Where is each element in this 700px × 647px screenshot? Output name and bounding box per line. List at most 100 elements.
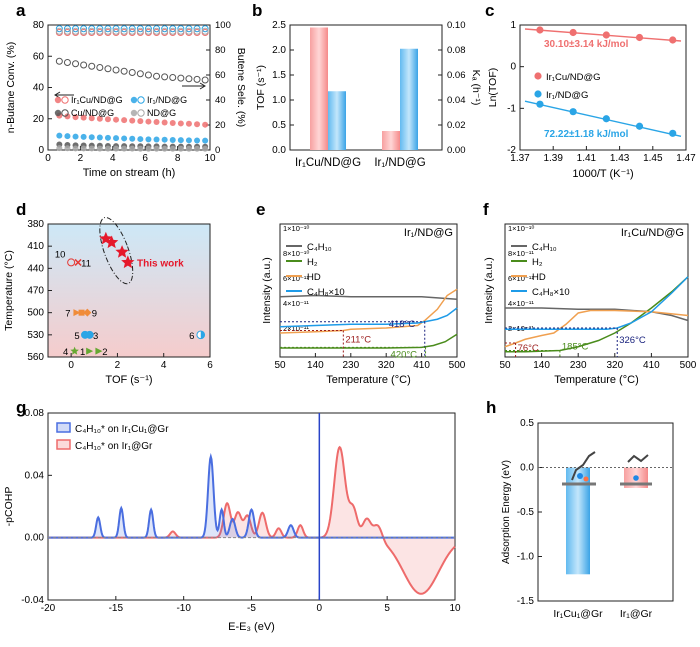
y-tick-label: 60	[215, 70, 226, 81]
selectivity-point	[185, 75, 193, 83]
y-tick-label: -2	[507, 145, 516, 156]
panel-f: 50 140 230 320 410 5002×10⁻¹¹4×10⁻¹¹6×10⁻¹¹8×…	[483, 223, 697, 386]
x-tick-label: 230	[570, 360, 587, 371]
y-tick-label: 40	[33, 83, 45, 94]
x-tick-label: 0	[317, 603, 323, 614]
selectivity-point	[128, 69, 136, 76]
category-label: Ir₁@Gr	[620, 608, 653, 620]
conversion-point	[96, 145, 103, 152]
selectivity-point	[153, 27, 161, 35]
selectivity-point	[136, 70, 144, 78]
conversion-point	[64, 113, 71, 120]
axis-label: n-Butane Conv. (%)	[5, 42, 17, 133]
reference-point	[78, 309, 85, 316]
legend-label: Ir₁Cu/ND@G	[546, 72, 601, 83]
tof-bar	[382, 131, 400, 150]
conversion-point	[121, 135, 128, 142]
x-tick-label: 1.41	[577, 153, 597, 164]
reference-point	[70, 346, 79, 355]
y-tick-label: 530	[27, 330, 44, 341]
y-tick-label: 2.5	[272, 20, 286, 31]
x-tick-label: -20	[41, 603, 56, 614]
y-tick-label: 100	[215, 20, 231, 31]
selectivity-point	[112, 25, 120, 33]
conversion-point	[202, 137, 209, 144]
x-tick-label: 4	[110, 153, 116, 164]
conversion-point	[88, 145, 95, 152]
conversion-point	[96, 115, 103, 122]
plot-frame	[47, 24, 211, 151]
panel-h: -1.5 -1.0 -0.5 0.0 0.5 Ir₁Cu₁@Gr Ir₁@Gr Adsorpt…	[501, 418, 674, 620]
reference-label: 5	[74, 331, 79, 342]
conversion-point	[137, 118, 144, 125]
y-tick-label: 6×10⁻¹¹	[508, 274, 534, 283]
conversion-point	[113, 135, 120, 142]
y-tick-label: 0.10	[447, 20, 466, 31]
reference-point	[200, 331, 205, 339]
data-point	[536, 26, 544, 34]
y-tick-label: 0.04	[25, 470, 45, 481]
conversion-point	[145, 145, 152, 152]
selectivity-point	[193, 75, 201, 83]
category-label: Ir₁Cu/ND@G	[295, 157, 361, 169]
conversion-point	[145, 118, 152, 125]
legend-label: C₄H₁₀* on Ir₁@Gr	[75, 441, 153, 452]
y-tick-label: 4×10⁻¹¹	[283, 299, 309, 308]
conversion-point	[88, 115, 95, 122]
axis-label: Ln(TOF)	[487, 68, 499, 107]
x-axis-label: TOF (s⁻¹)	[105, 374, 152, 386]
reference-point	[86, 347, 94, 355]
onset-label: 326°C	[619, 335, 646, 346]
selectivity-point	[193, 25, 201, 33]
axis-label: Intensity (a.u.)	[261, 257, 273, 324]
data-point	[536, 100, 544, 108]
selectivity-point	[80, 25, 88, 33]
selectivity-point	[185, 25, 193, 33]
plot-frame	[519, 24, 687, 151]
axis-label: Adsorption Energy (eV)	[501, 460, 512, 564]
legend-label: C₄H₈×10	[307, 287, 345, 298]
y-tick-label: 1×10⁻¹⁰	[508, 224, 534, 233]
x-tick-label: 1.45	[643, 153, 663, 164]
reference-point	[95, 347, 103, 355]
y-tick-label: 1.5	[272, 70, 286, 81]
selectivity-point	[104, 27, 112, 35]
conversion-point	[56, 132, 63, 139]
legend-label: C₄H₁₀	[307, 242, 332, 253]
conversion-point	[169, 145, 176, 152]
conversion-point	[121, 145, 128, 152]
panel-e: 50 140 230 320 410 500 2×10⁻¹¹ 4×10⁻¹¹ 6×10⁻¹¹ 8×…	[261, 223, 466, 386]
selectivity-point	[55, 27, 63, 35]
y-tick-label: 0.00	[25, 533, 45, 544]
reference-point	[85, 330, 94, 339]
y-tick-label: 8×10⁻¹⁰	[283, 249, 309, 258]
selectivity-point	[88, 62, 96, 70]
conversion-point	[64, 133, 71, 140]
conversion-point	[80, 145, 87, 152]
reference-label: 2	[102, 347, 107, 358]
plot-frame	[289, 24, 443, 151]
conversion-point	[145, 136, 152, 143]
trace-line	[279, 294, 458, 300]
y-tick-label: 8×10⁻¹¹	[508, 249, 534, 258]
kd-bar	[400, 48, 418, 150]
selectivity-point	[88, 27, 96, 35]
y-tick-label: 0.5	[272, 120, 286, 131]
x-tick-label: 2	[115, 360, 121, 371]
metal-atom	[583, 476, 589, 482]
y-tick-label: -1	[507, 103, 516, 114]
x-tick-label: -10	[176, 603, 191, 614]
conversion-point	[153, 145, 160, 152]
reference-label: 11	[81, 258, 91, 269]
reference-point	[73, 309, 81, 317]
conversion-point	[194, 137, 201, 144]
category-label: Ir₁/ND@G	[374, 157, 425, 169]
x-tick-label: 50	[499, 360, 511, 371]
selectivity-point	[104, 65, 112, 73]
legend-swatch	[56, 422, 71, 433]
selectivity-point	[153, 25, 161, 33]
selectivity-point	[161, 27, 169, 35]
selectivity-point	[63, 27, 71, 35]
selectivity-point	[177, 27, 185, 35]
y-tick-label: 0.06	[447, 70, 466, 81]
